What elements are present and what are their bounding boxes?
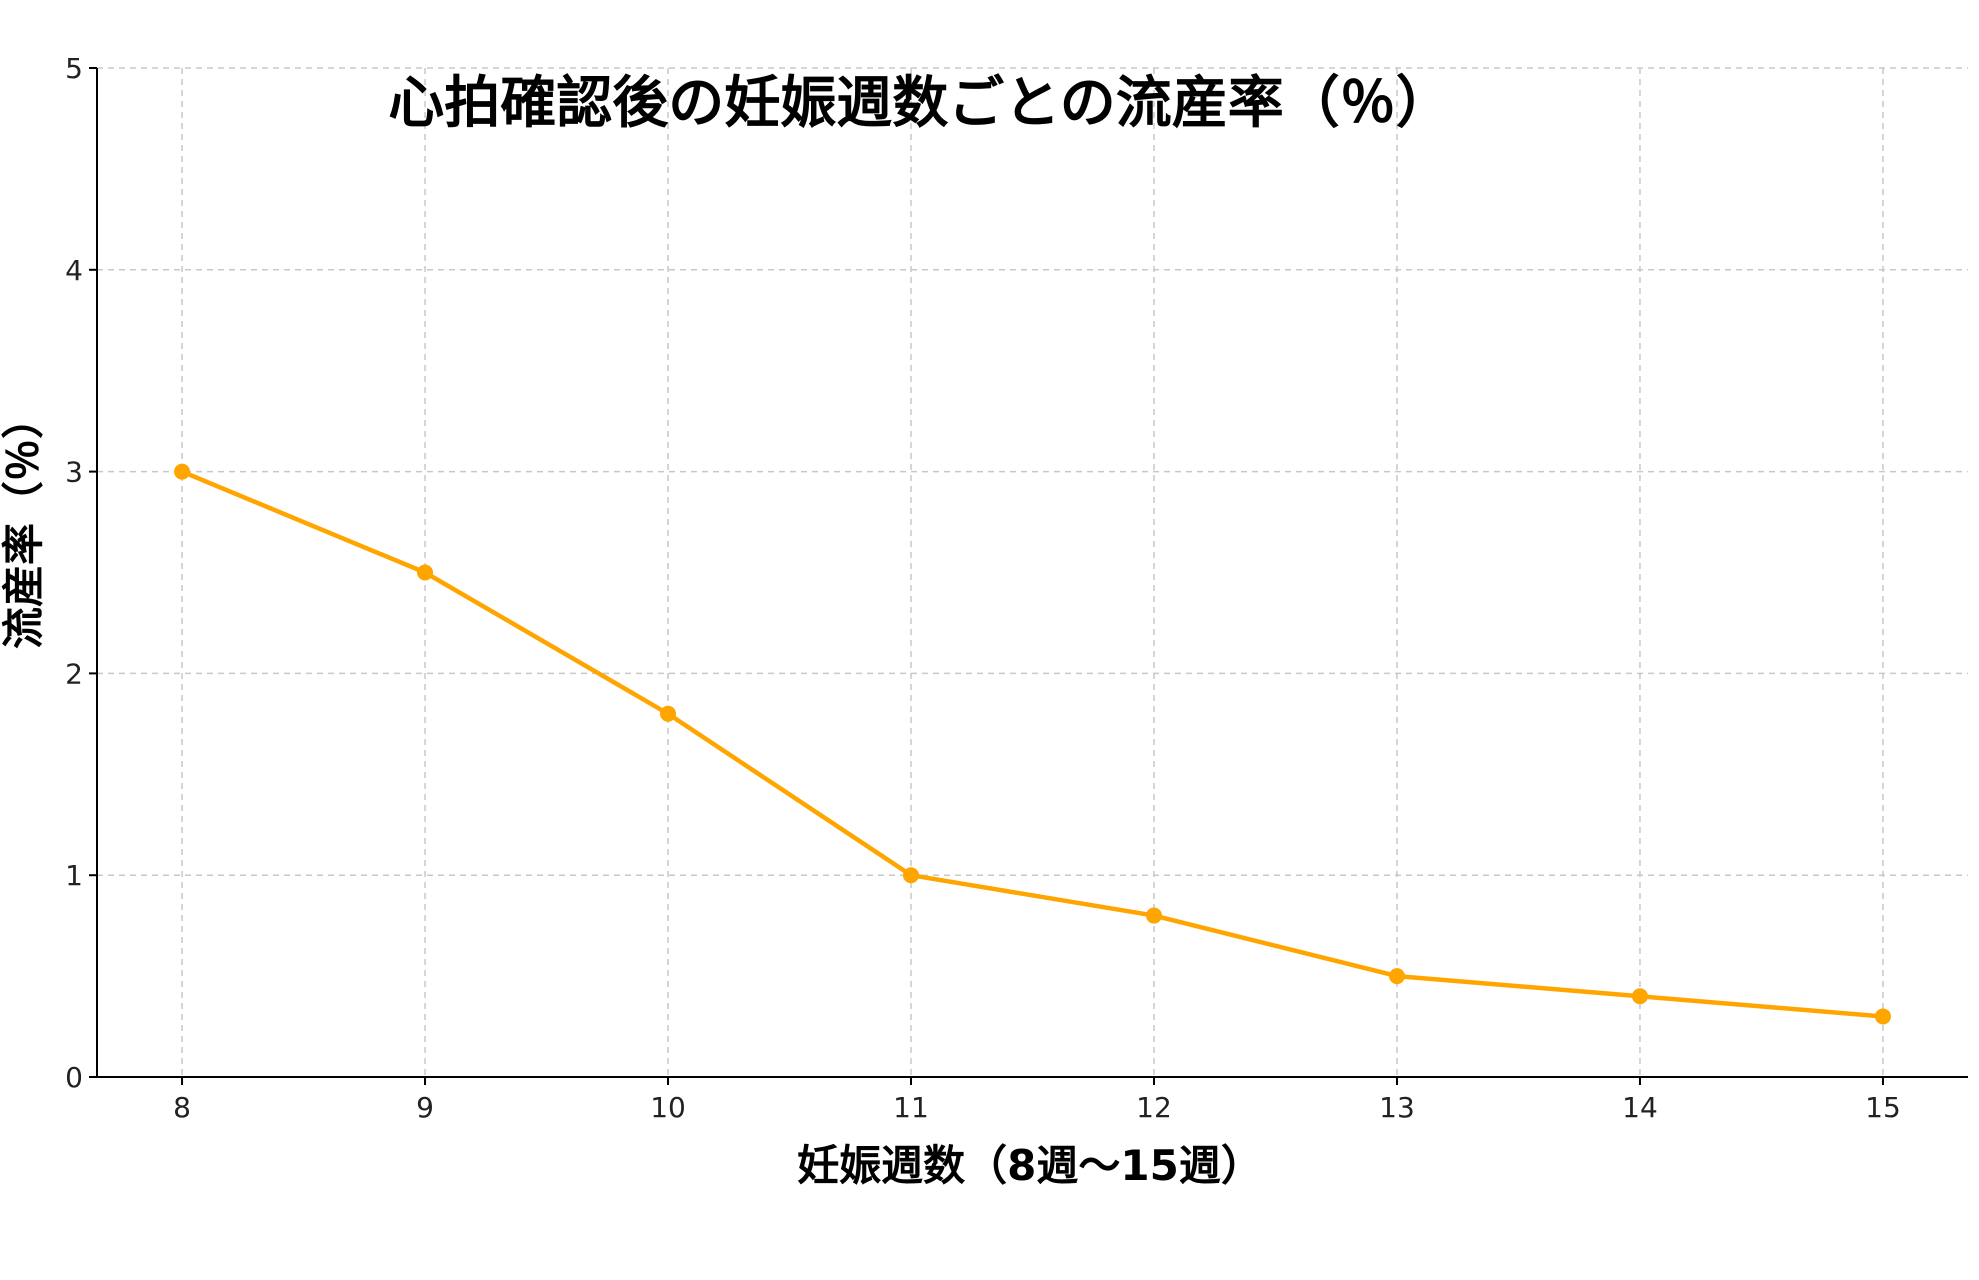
data-point (417, 564, 434, 581)
data-point (1145, 907, 1162, 924)
series-layer (174, 463, 1891, 1025)
x-tick-label: 9 (416, 1091, 434, 1124)
x-tick-label: 11 (893, 1091, 929, 1124)
label-layer: 心拍確認後の妊娠週数ごとの流産率（％） 妊娠週数（8週〜15週） 流産率（％） (0, 71, 1452, 1190)
x-axis-label: 妊娠週数（8週〜15週） (797, 1141, 1263, 1190)
series-line (181, 469, 1884, 1019)
x-tick-label: 10 (650, 1091, 686, 1124)
x-tick-label: 13 (1379, 1091, 1415, 1124)
x-tick-label: 14 (1622, 1091, 1658, 1124)
x-tick-label: 8 (173, 1091, 191, 1124)
grid-layer (97, 67, 1968, 1078)
data-point (1631, 988, 1648, 1005)
y-axis-label: 流産率（％） (0, 397, 48, 649)
data-point (660, 705, 677, 722)
x-tick-label: 15 (1865, 1091, 1901, 1124)
y-tick-label: 3 (65, 456, 83, 489)
y-tick-label: 5 (65, 52, 83, 85)
x-tick-label: 12 (1136, 1091, 1172, 1124)
chart-title: 心拍確認後の妊娠週数ごとの流産率（％） (388, 71, 1451, 136)
y-tick-label: 4 (65, 254, 83, 287)
data-point (1388, 968, 1405, 985)
y-tick-label: 1 (65, 859, 83, 892)
y-tick-label: 2 (65, 657, 83, 690)
y-tick-label: 0 (65, 1061, 83, 1094)
data-point (903, 867, 920, 884)
data-point (174, 463, 191, 480)
data-point (1874, 1008, 1891, 1025)
